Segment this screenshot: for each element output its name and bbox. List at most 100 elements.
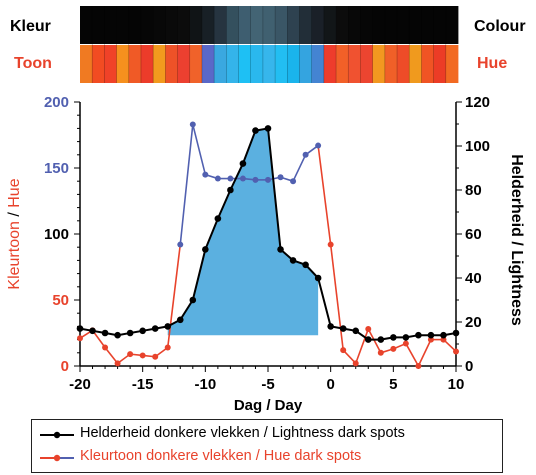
toon-strip-cell: [92, 45, 105, 83]
toon-strip-cell: [287, 45, 300, 83]
toon-label: Toon: [14, 55, 52, 72]
lightness-point: [189, 296, 197, 304]
toon-strip-cell: [80, 45, 93, 83]
lightness-point: [139, 327, 146, 335]
hue-point: [402, 340, 409, 347]
kleur-strip-cell: [226, 6, 239, 44]
hue-point: [265, 176, 271, 183]
hue-point: [340, 347, 347, 354]
lightness-point: [377, 336, 385, 343]
lightness-point: [151, 325, 159, 332]
x-axis-title: Dag / Day: [234, 397, 303, 414]
lightness-point: [164, 323, 172, 330]
hue-series-segment: [342, 349, 357, 364]
hue-point: [365, 326, 372, 333]
hue-series-segment: [367, 328, 382, 354]
toon-strip-cell: [397, 45, 410, 83]
y-left-tick-label: 150: [44, 160, 69, 177]
toon-strip-cell: [421, 45, 435, 83]
lightness-point: [427, 331, 435, 339]
hue-series-segment: [417, 339, 432, 367]
legend-item-hue: Kleurtoon donkere vlekken / Hue dark spo…: [32, 447, 502, 469]
toon-strip-cell: [214, 45, 227, 83]
x-tick-label: -20: [69, 376, 91, 393]
kleur-strip-cell: [336, 6, 349, 44]
lightness-point: [390, 334, 397, 341]
toon-strip-cell: [189, 45, 203, 83]
hue-point: [415, 363, 422, 369]
y-left-axis-title: Kleurtoon / Hue: [6, 178, 23, 289]
y-right-tick-label: 80: [465, 182, 482, 199]
lightness-point: [76, 325, 84, 332]
lightness-point: [402, 334, 410, 341]
kleur-strip-cell: [384, 6, 398, 44]
hue-point: [327, 241, 334, 248]
hue-point: [77, 335, 83, 342]
toon-strip-cell: [372, 45, 386, 83]
legend-label-hue: Kleurtoon donkere vlekken / Hue dark spo…: [80, 448, 362, 464]
hue-point: [164, 344, 171, 351]
kleur-strip-cell: [299, 6, 313, 44]
toon-strip-cell: [201, 45, 215, 83]
kleur-strip-cell: [189, 6, 203, 44]
lightness-point: [289, 257, 297, 264]
kleur-strip-cell: [165, 6, 178, 44]
lightness-point: [101, 329, 109, 337]
lightness-point: [214, 215, 222, 222]
hue-point: [290, 178, 297, 185]
hue-point: [277, 174, 284, 181]
y-right-tick-label: 0: [465, 358, 473, 375]
kleur-strip-cell: [262, 6, 276, 44]
lightness-area-fill: [167, 128, 319, 336]
lightness-point: [302, 261, 309, 269]
toon-strip-cell: [433, 45, 447, 83]
kleur-strip-cell: [409, 6, 422, 44]
toon-strip-cell: [323, 45, 337, 83]
lightness-point: [202, 246, 209, 253]
toon-strip-cell: [348, 45, 361, 83]
hue-point: [214, 175, 221, 182]
toon-strip-cell: [262, 45, 276, 83]
toon-strip-cell: [409, 45, 422, 83]
y-left-axis-title-part: Kleurtoon: [6, 221, 23, 290]
lightness-point: [364, 336, 372, 343]
kleur-strip-cell: [421, 6, 435, 44]
chart-legend: Helderheid donkere vlekken / Lightness d…: [31, 419, 503, 473]
hue-series-segment: [104, 347, 119, 364]
lightness-point: [89, 327, 96, 335]
kleur-strip-cell: [128, 6, 142, 44]
hue-point: [252, 176, 259, 183]
kleur-strip-cell: [287, 6, 300, 44]
toon-strip-cell: [128, 45, 142, 83]
toon-strip-cell: [226, 45, 239, 83]
hue-series-segment: [405, 343, 420, 367]
lightness-point: [126, 329, 134, 337]
kleur-label: Kleur: [10, 18, 51, 35]
kleur-strip-cell: [250, 6, 264, 44]
kleur-strip-cell: [372, 6, 386, 44]
kleur-strip-cell: [214, 6, 227, 44]
hue-point: [239, 175, 246, 182]
toon-strip-cell: [140, 45, 154, 83]
hue-point: [152, 353, 159, 360]
legend-item-lightness: Helderheid donkere vlekken / Lightness d…: [32, 424, 502, 446]
x-tick-label: 0: [326, 376, 334, 393]
y-left-tick-label: 0: [61, 358, 69, 375]
lightness-point: [114, 331, 121, 339]
kleur-strip-cell: [153, 6, 166, 44]
lightness-point: [176, 316, 184, 324]
toon-strip-cell: [445, 45, 459, 83]
toon-strip-cell: [104, 45, 117, 83]
hue-label: Hue: [477, 55, 508, 72]
hue-series-segment: [179, 124, 194, 245]
kleur-strip-cell: [311, 6, 325, 44]
kleur-strip-cell: [80, 6, 93, 44]
hue-series-segment: [317, 145, 332, 245]
x-tick-label: -5: [261, 376, 274, 393]
x-tick-label: 5: [389, 376, 397, 393]
toon-strip-cell: [311, 45, 325, 83]
kleur-strip-cell: [140, 6, 154, 44]
lightness-point: [239, 160, 247, 167]
lightness-point: [314, 274, 322, 282]
toon-strip-cell: [153, 45, 166, 83]
